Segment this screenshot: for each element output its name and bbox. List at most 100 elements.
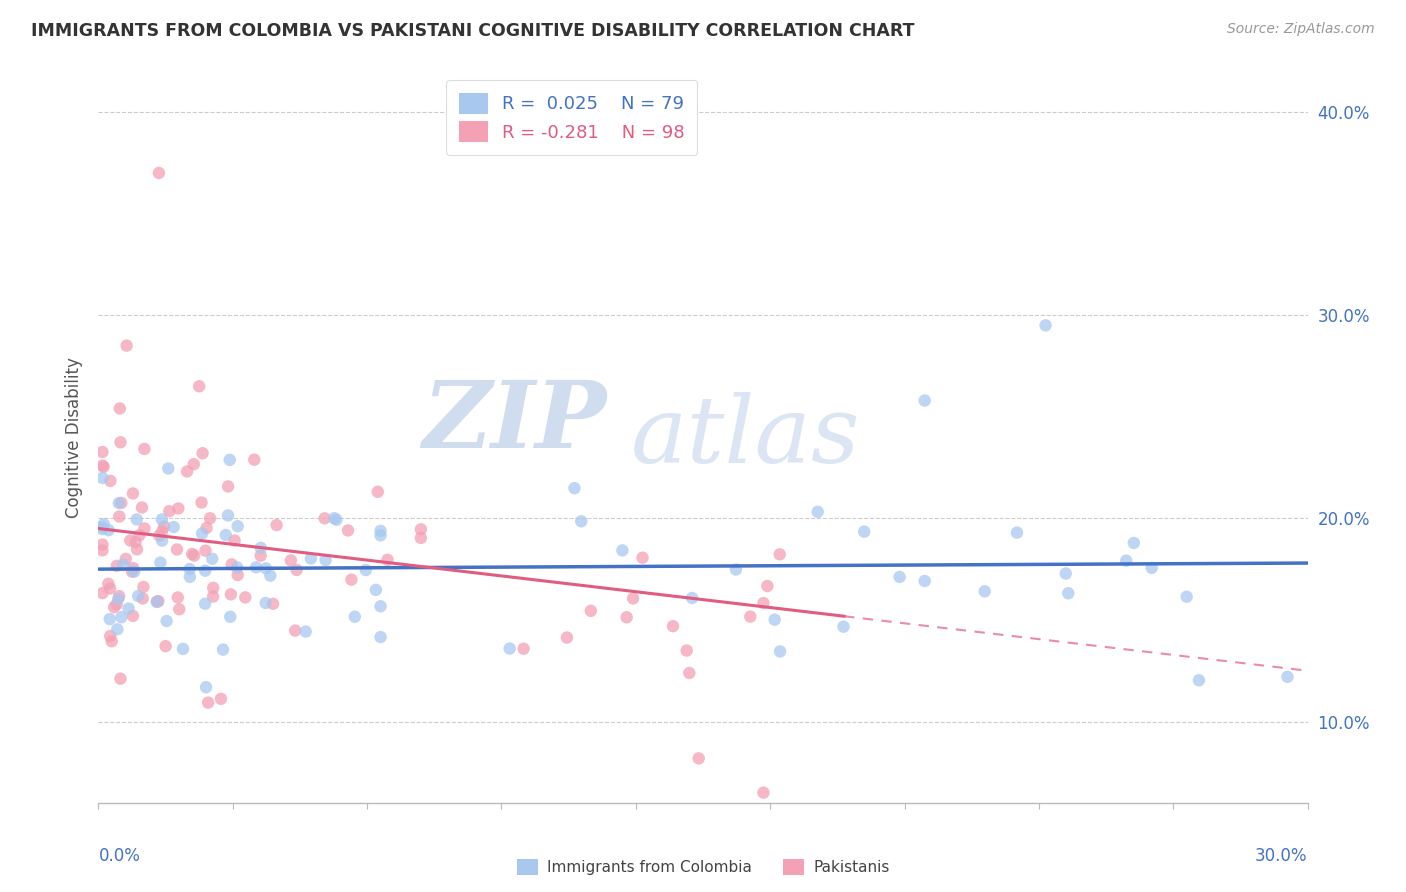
Point <box>122 486 145 500</box>
Point <box>1277 670 1299 684</box>
Point <box>115 339 138 353</box>
Point <box>122 561 145 575</box>
Point <box>108 496 131 510</box>
Point <box>153 519 176 533</box>
Point <box>131 500 153 515</box>
Point <box>98 582 121 596</box>
Point <box>120 533 142 548</box>
Point <box>148 528 170 542</box>
Point <box>323 511 346 525</box>
Point <box>285 563 308 577</box>
Point <box>148 166 170 180</box>
Text: atlas: atlas <box>630 392 860 482</box>
Point <box>108 509 131 524</box>
Point <box>752 786 775 800</box>
Point <box>194 564 217 578</box>
Point <box>91 537 114 551</box>
Point <box>409 531 432 545</box>
Point <box>181 547 204 561</box>
Legend: Immigrants from Colombia, Pakistanis: Immigrants from Colombia, Pakistanis <box>509 852 897 883</box>
Point <box>354 563 377 577</box>
Point <box>1122 536 1144 550</box>
Point <box>107 592 129 607</box>
Point <box>132 580 155 594</box>
Point <box>675 643 697 657</box>
Point <box>914 393 936 408</box>
Point <box>1115 554 1137 568</box>
Point <box>195 680 218 694</box>
Point <box>889 570 911 584</box>
Point <box>579 604 602 618</box>
Point <box>1005 525 1028 540</box>
Point <box>226 568 249 582</box>
Point <box>243 452 266 467</box>
Point <box>973 584 995 599</box>
Point <box>176 465 198 479</box>
Point <box>125 542 148 557</box>
Point <box>156 614 179 628</box>
Point <box>740 609 762 624</box>
Point <box>146 595 169 609</box>
Point <box>100 474 122 488</box>
Point <box>569 514 592 528</box>
Point <box>179 570 201 584</box>
Point <box>91 586 114 600</box>
Point <box>254 561 277 575</box>
Text: Source: ZipAtlas.com: Source: ZipAtlas.com <box>1227 22 1375 37</box>
Point <box>202 590 225 604</box>
Point <box>93 459 115 474</box>
Point <box>195 521 218 535</box>
Text: 30.0%: 30.0% <box>1256 847 1308 864</box>
Point <box>233 591 256 605</box>
Point <box>124 535 146 549</box>
Point <box>1054 566 1077 581</box>
Point <box>121 565 143 579</box>
Point <box>190 495 212 509</box>
Point <box>134 521 156 535</box>
Point <box>724 562 747 576</box>
Point <box>114 552 136 566</box>
Point <box>280 553 302 567</box>
Point <box>1057 586 1080 600</box>
Point <box>146 594 169 608</box>
Point <box>98 629 121 643</box>
Point <box>194 543 217 558</box>
Point <box>245 560 267 574</box>
Point <box>127 589 149 603</box>
Point <box>769 547 792 561</box>
Point <box>167 602 190 616</box>
Point <box>662 619 685 633</box>
Point <box>131 591 153 606</box>
Point <box>226 519 249 533</box>
Point <box>112 558 135 572</box>
Point <box>91 520 114 534</box>
Point <box>188 379 211 393</box>
Point <box>183 457 205 471</box>
Point <box>224 533 246 548</box>
Point <box>91 445 114 459</box>
Point <box>155 639 177 653</box>
Point <box>167 501 190 516</box>
Point <box>150 533 173 548</box>
Point <box>763 613 786 627</box>
Point <box>100 634 122 648</box>
Point <box>498 641 520 656</box>
Point <box>370 630 392 644</box>
Point <box>110 610 132 624</box>
Point <box>249 541 271 555</box>
Point <box>97 523 120 537</box>
Point <box>555 631 578 645</box>
Text: IMMIGRANTS FROM COLOMBIA VS PAKISTANI COGNITIVE DISABILITY CORRELATION CHART: IMMIGRANTS FROM COLOMBIA VS PAKISTANI CO… <box>31 22 914 40</box>
Point <box>370 528 392 542</box>
Point <box>1175 590 1198 604</box>
Point <box>202 581 225 595</box>
Point <box>621 591 644 606</box>
Point <box>564 481 586 495</box>
Point <box>163 520 186 534</box>
Point <box>148 594 170 608</box>
Point <box>217 479 239 493</box>
Point <box>110 435 132 450</box>
Point <box>1188 673 1211 688</box>
Point <box>91 522 114 536</box>
Point <box>166 542 188 557</box>
